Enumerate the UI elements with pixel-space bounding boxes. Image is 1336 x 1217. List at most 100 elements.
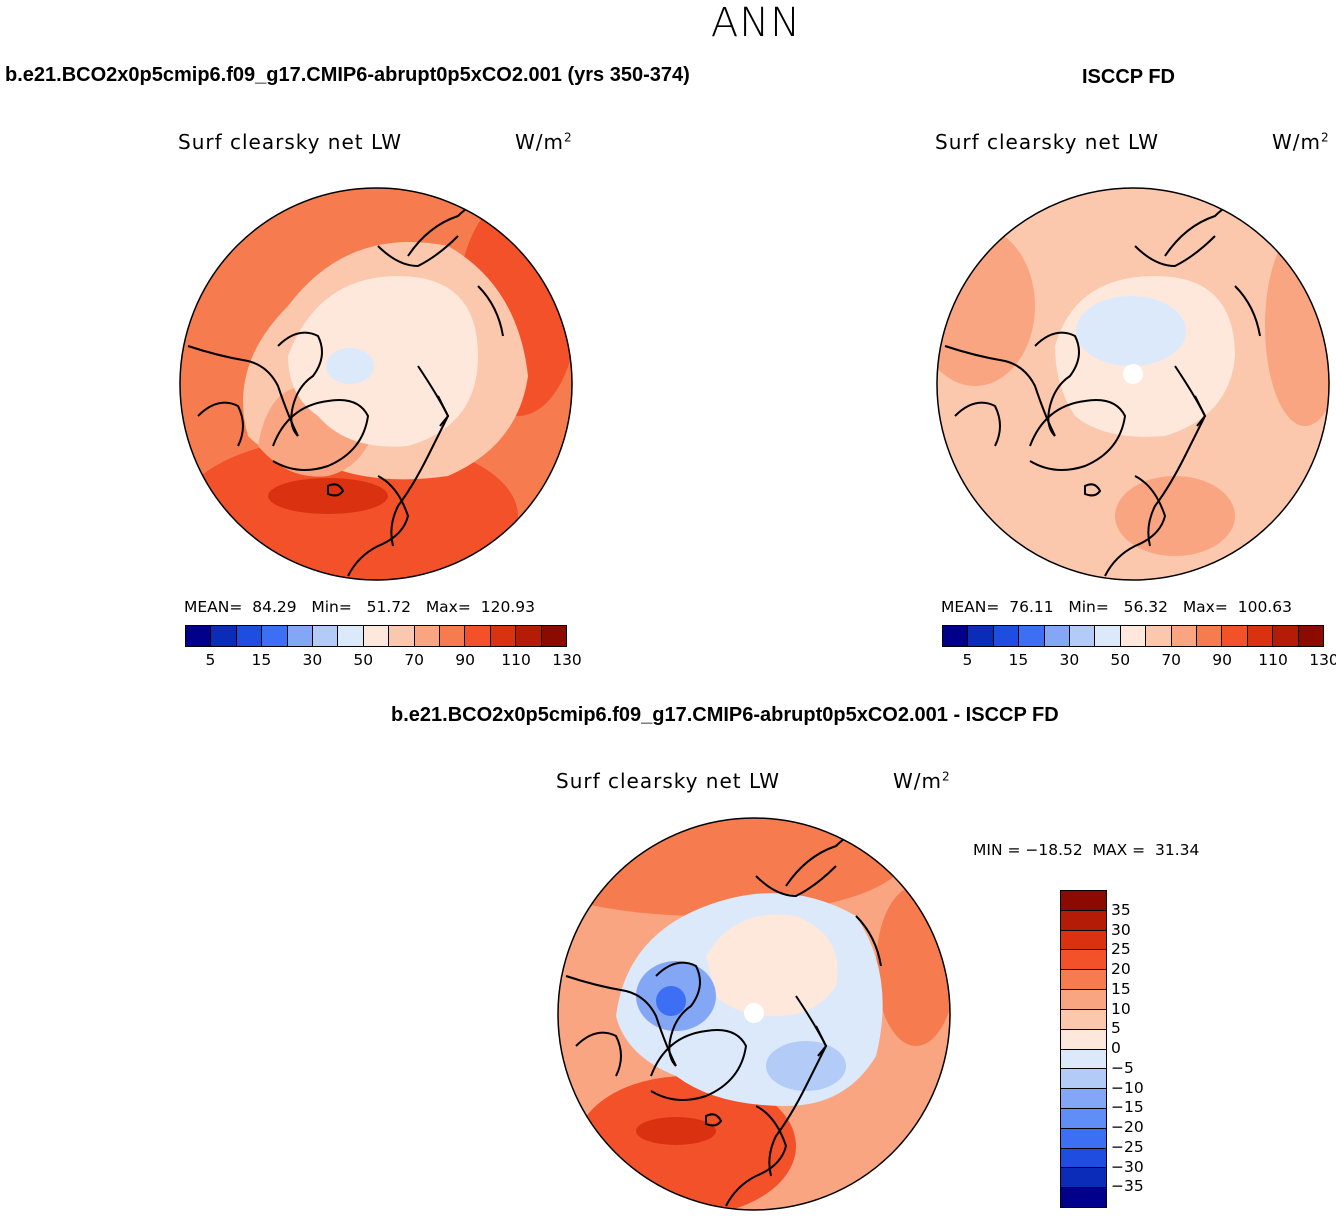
- colorbar-tick-label: 130: [552, 651, 582, 669]
- colorbar-swatch: [1061, 910, 1106, 931]
- colorbar-swatch: [1061, 930, 1106, 951]
- colorbar-swatch: [1222, 626, 1248, 646]
- colorbar-swatch: [1061, 970, 1106, 991]
- season-title: ANN: [710, 0, 802, 46]
- colorbar-tick-label: −5: [1111, 1058, 1134, 1077]
- colorbar-swatch: [1070, 626, 1096, 646]
- colorbar-tick-label: 15: [1111, 979, 1131, 998]
- model-units-label: W/m2: [515, 130, 573, 154]
- colorbar-swatch: [465, 626, 491, 646]
- colorbar-tick-label: 70: [1161, 651, 1182, 669]
- colorbar-swatch: [1061, 950, 1106, 971]
- colorbar-swatch: [1044, 626, 1071, 646]
- obs-field-cold: [1076, 296, 1186, 366]
- colorbar-swatch: [1061, 1148, 1106, 1169]
- diff-field-pole-hole: [744, 1003, 764, 1023]
- colorbar-swatch: [262, 626, 288, 646]
- colorbar-swatch: [1061, 891, 1106, 911]
- colorbar-swatch: [236, 626, 263, 646]
- diff-colorbar-swatches: [1060, 890, 1107, 1208]
- colorbar-swatch: [440, 626, 466, 646]
- colorbar-tick-label: 30: [1059, 651, 1080, 669]
- colorbar-swatch: [1061, 990, 1106, 1010]
- diff-map-border: [557, 817, 951, 1211]
- colorbar-swatch: [287, 626, 314, 646]
- colorbar-swatch: [313, 626, 339, 646]
- colorbar-swatch: [1061, 1108, 1106, 1129]
- colorbar-tick-label: 50: [353, 651, 374, 669]
- model-colorbar-swatches: [185, 625, 567, 647]
- colorbar-swatch: [1019, 626, 1045, 646]
- diff-field-cold-c: [656, 986, 686, 1016]
- model-field-arctic: [288, 276, 478, 447]
- colorbar-tick-label: −35: [1111, 1177, 1144, 1196]
- colorbar-tick-label: 10: [1111, 999, 1131, 1018]
- colorbar-tick-label: −25: [1111, 1137, 1144, 1156]
- model-colorbar-ticks: 5 15 30 50 70 90 110 130: [185, 647, 582, 669]
- colorbar-swatch: [1273, 626, 1299, 646]
- colorbar-tick-label: 130: [1309, 651, 1336, 669]
- colorbar-swatch: [363, 626, 390, 646]
- colorbar-tick-label: 35: [1111, 900, 1131, 919]
- colorbar-swatch: [1061, 1128, 1106, 1149]
- colorbar-swatch: [414, 626, 441, 646]
- diff-field-neutral: [706, 914, 838, 1016]
- colorbar-swatch: [541, 626, 567, 646]
- obs-coastlines: [944, 201, 1261, 577]
- colorbar-tick-label: 30: [302, 651, 323, 669]
- obs-stats: MEAN= 76.11 Min= 56.32 Max= 100.63: [941, 598, 1292, 616]
- model-stats: MEAN= 84.29 Min= 51.72 Max= 120.93: [184, 598, 535, 616]
- colorbar-swatch: [1061, 1089, 1106, 1109]
- diff-colorbar-ticks: 35 30 25 20 15 10 5 0 −5 −10 −15 −20 −25 −30 −35: [1111, 890, 1171, 1206]
- colorbar-tick-label: 110: [1258, 651, 1288, 669]
- obs-map-border: [936, 187, 1330, 581]
- colorbar-swatch: [968, 626, 994, 646]
- colorbar-swatch: [211, 626, 237, 646]
- diff-colorbar: [1060, 890, 1107, 1208]
- colorbar-tick-label: 30: [1111, 920, 1131, 939]
- colorbar-swatch: [516, 626, 542, 646]
- diff-title: b.e21.BCO2x0p5cmip6.f09_g17.CMIP6-abrupt…: [391, 704, 1059, 726]
- colorbar-tick-label: 90: [455, 651, 475, 669]
- model-case-title: b.e21.BCO2x0p5cmip6.f09_g17.CMIP6-abrupt…: [5, 64, 690, 86]
- model-map-border: [179, 187, 573, 581]
- obs-polar-map: [936, 187, 1330, 581]
- diff-field-cold-b: [766, 1041, 846, 1091]
- colorbar-tick-label: −10: [1111, 1078, 1144, 1097]
- model-field-hot: [268, 478, 388, 514]
- colorbar-swatch: [1061, 1009, 1106, 1030]
- colorbar-swatch: [1247, 626, 1274, 646]
- colorbar-swatch: [338, 626, 364, 646]
- colorbar-swatch: [1120, 626, 1147, 646]
- colorbar-tick-label: 15: [251, 651, 272, 669]
- colorbar-swatch: [389, 626, 415, 646]
- colorbar-swatch: [1095, 626, 1121, 646]
- colorbar-swatch: [1197, 626, 1223, 646]
- colorbar-swatch: [1061, 1168, 1106, 1189]
- colorbar-swatch: [1061, 1049, 1106, 1070]
- model-colorbar: 5 15 30 50 70 90 110 130: [185, 625, 582, 669]
- colorbar-tick-label: −30: [1111, 1157, 1144, 1176]
- colorbar-swatch: [1061, 1069, 1106, 1090]
- diff-variable-label: Surf clearsky net LW: [556, 769, 781, 793]
- colorbar-tick-label: 25: [1111, 940, 1131, 959]
- colorbar-tick-label: 5: [205, 651, 216, 669]
- colorbar-tick-label: 5: [1111, 1019, 1121, 1038]
- colorbar-swatch: [1298, 626, 1324, 646]
- colorbar-tick-label: 90: [1212, 651, 1232, 669]
- obs-colorbar-swatches: [942, 625, 1324, 647]
- colorbar-tick-label: 20: [1111, 960, 1131, 978]
- colorbar-tick-label: 70: [404, 651, 425, 669]
- diff-stats: MIN = −18.52 MAX = 31.34: [973, 841, 1200, 859]
- obs-colorbar-ticks: 5 15 30 50 70 90 110 130: [942, 647, 1336, 669]
- colorbar-tick-label: 15: [1008, 651, 1029, 669]
- colorbar-tick-label: 110: [501, 651, 531, 669]
- colorbar-swatch: [943, 626, 969, 646]
- model-field-cold: [326, 348, 374, 384]
- colorbar-tick-label: −20: [1111, 1118, 1144, 1136]
- colorbar-tick-label: 0: [1111, 1039, 1121, 1057]
- colorbar-tick-label: 5: [962, 651, 973, 669]
- colorbar-swatch: [1061, 1188, 1106, 1207]
- colorbar-swatch: [490, 626, 517, 646]
- colorbar-tick-label: −15: [1111, 1098, 1144, 1117]
